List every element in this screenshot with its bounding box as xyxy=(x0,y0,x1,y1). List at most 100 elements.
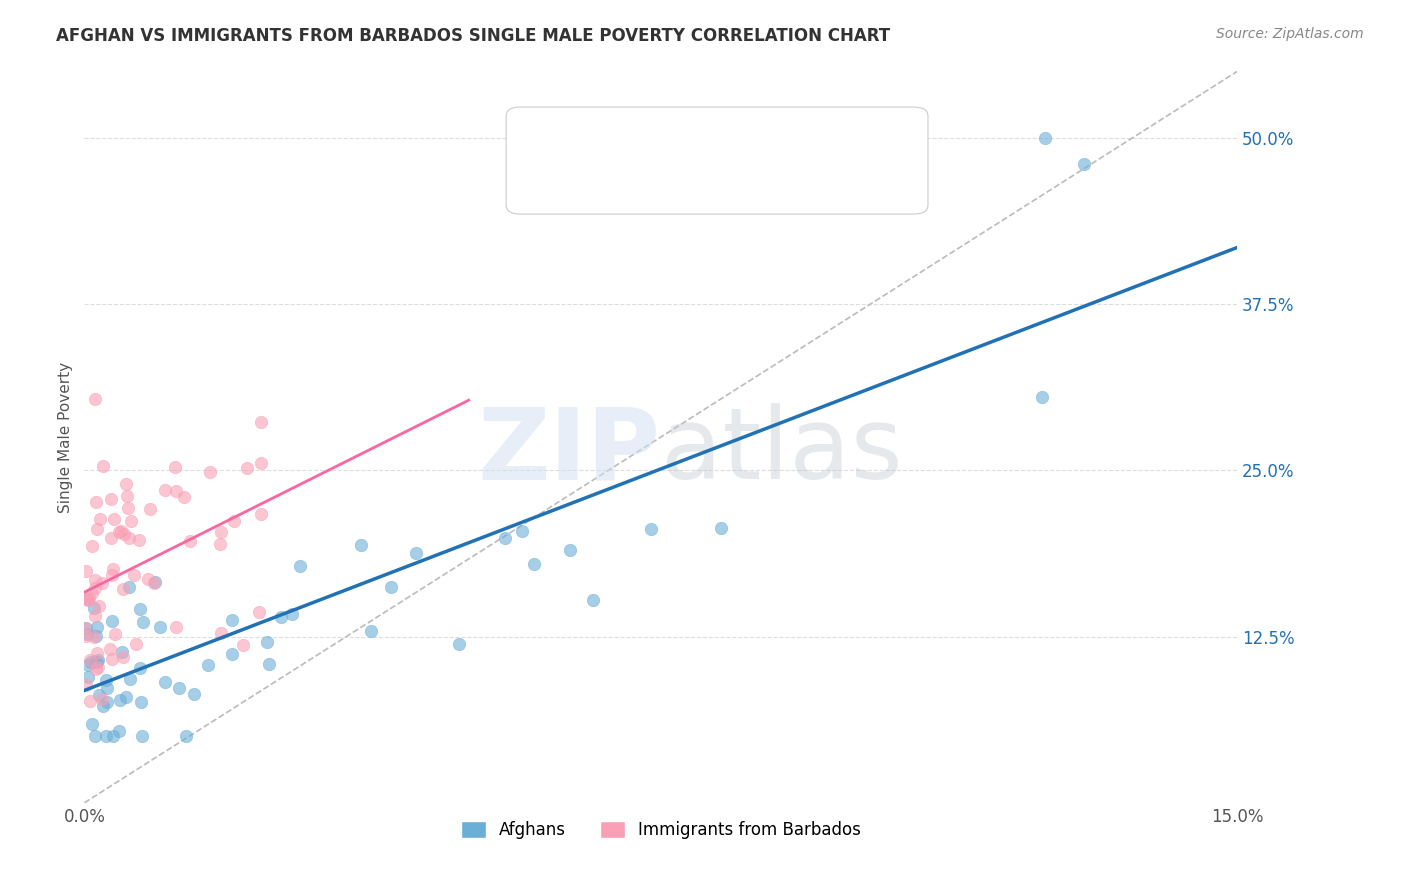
Point xyxy=(131,615,153,629)
Point xyxy=(84,629,107,643)
Text: R =: R = xyxy=(596,168,634,186)
Point xyxy=(108,692,131,706)
Point xyxy=(128,661,150,675)
Point xyxy=(115,489,138,503)
Point xyxy=(211,524,233,539)
Point xyxy=(1031,391,1053,405)
Legend: Afghans, Immigrants from Barbados: Afghans, Immigrants from Barbados xyxy=(454,814,868,846)
Point xyxy=(165,620,187,634)
Point xyxy=(101,614,124,628)
Point xyxy=(89,512,111,526)
Point xyxy=(83,392,105,406)
Text: atlas: atlas xyxy=(661,403,903,500)
Point xyxy=(107,524,129,539)
Point xyxy=(247,605,270,619)
Point xyxy=(76,591,98,606)
Point xyxy=(211,626,233,640)
Point xyxy=(84,661,107,675)
Point xyxy=(197,658,219,673)
Point xyxy=(91,459,114,474)
Point xyxy=(82,716,104,731)
Point xyxy=(117,501,139,516)
Point xyxy=(350,538,373,552)
Point xyxy=(84,609,107,624)
Text: 67: 67 xyxy=(820,168,845,186)
Text: N =: N = xyxy=(762,168,803,186)
Point xyxy=(209,537,232,551)
Point xyxy=(79,655,101,669)
Text: R =: R = xyxy=(596,131,634,149)
Point xyxy=(104,627,127,641)
Point xyxy=(87,652,110,666)
Point xyxy=(259,657,281,671)
Point xyxy=(709,521,731,535)
Point xyxy=(103,561,125,575)
Point xyxy=(110,524,132,539)
Point xyxy=(118,581,141,595)
Point xyxy=(167,681,190,695)
Point xyxy=(129,602,152,616)
Point xyxy=(111,650,134,665)
Point xyxy=(280,607,302,621)
Point xyxy=(98,641,121,656)
Text: AFGHAN VS IMMIGRANTS FROM BARBADOS SINGLE MALE POVERTY CORRELATION CHART: AFGHAN VS IMMIGRANTS FROM BARBADOS SINGL… xyxy=(56,27,890,45)
Point xyxy=(103,729,125,743)
Point xyxy=(101,567,124,582)
Point xyxy=(108,724,131,739)
Point xyxy=(523,557,546,571)
Point xyxy=(249,456,271,470)
Point xyxy=(118,531,141,545)
Point xyxy=(111,645,134,659)
Text: N =: N = xyxy=(762,131,803,149)
Point xyxy=(83,729,105,743)
Point xyxy=(96,695,118,709)
Point xyxy=(77,670,100,684)
Point xyxy=(96,681,118,695)
Point xyxy=(558,543,581,558)
Point xyxy=(79,653,101,667)
Point xyxy=(405,545,427,559)
Point xyxy=(79,694,101,708)
Point xyxy=(221,648,243,662)
Point xyxy=(111,582,134,597)
Point xyxy=(120,672,142,686)
Point xyxy=(90,576,112,591)
Point xyxy=(270,609,292,624)
Point xyxy=(100,531,122,545)
Point xyxy=(86,522,108,536)
Bar xyxy=(534,162,581,192)
Point xyxy=(183,687,205,701)
Point xyxy=(77,591,100,605)
Point xyxy=(86,655,108,669)
Point xyxy=(84,573,107,587)
Point xyxy=(155,675,177,690)
Point xyxy=(114,477,136,491)
Point xyxy=(83,601,105,615)
Text: 0.357: 0.357 xyxy=(661,168,717,186)
Point xyxy=(143,575,166,590)
Point xyxy=(136,572,159,586)
Point xyxy=(83,655,105,669)
Point xyxy=(94,673,117,688)
Point xyxy=(131,729,153,743)
Point xyxy=(103,512,125,526)
Point xyxy=(232,638,254,652)
Point xyxy=(75,629,97,643)
Point xyxy=(86,646,108,660)
Point xyxy=(84,494,107,508)
Bar xyxy=(534,124,581,154)
Point xyxy=(149,620,172,634)
Point xyxy=(91,691,114,706)
Point xyxy=(76,626,98,640)
Point xyxy=(250,415,273,429)
Point xyxy=(380,580,402,594)
Point xyxy=(112,527,135,541)
Point xyxy=(75,565,97,579)
Point xyxy=(75,678,97,692)
Point xyxy=(82,539,104,553)
Point xyxy=(166,484,188,499)
Point xyxy=(80,586,103,600)
Point xyxy=(142,576,165,591)
Point xyxy=(75,621,97,635)
Point xyxy=(249,507,271,521)
